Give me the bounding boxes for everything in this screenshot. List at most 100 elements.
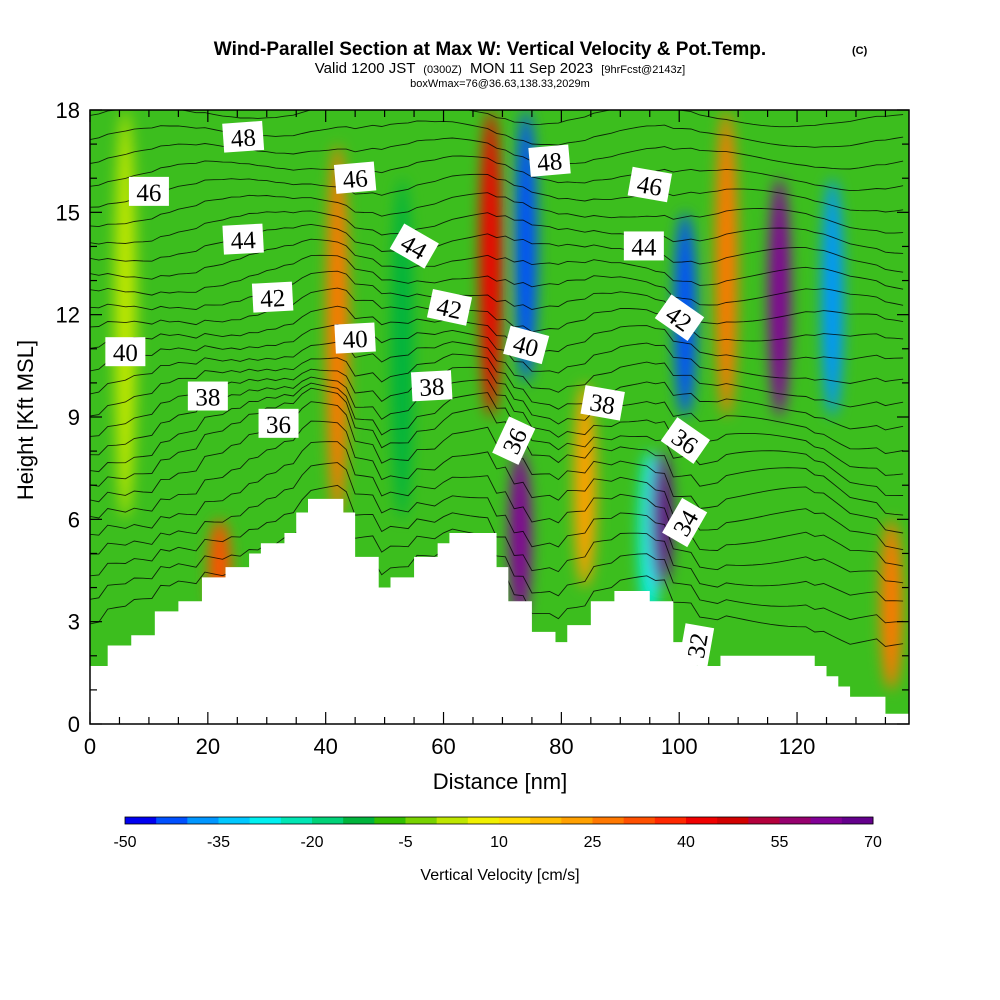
x-tick-label-20: 20 bbox=[196, 734, 220, 759]
colorbar-swatch-8 bbox=[374, 817, 406, 824]
colorbar-tick-25: 25 bbox=[584, 834, 602, 851]
chart-subtitle-box: boxWmax=76@36.63,138.33,2029m bbox=[410, 78, 590, 90]
colorbar-swatch-3 bbox=[218, 817, 251, 824]
svg-text:46: 46 bbox=[342, 165, 369, 194]
svg-text:42: 42 bbox=[260, 285, 286, 313]
contour-label-46: 46 bbox=[128, 176, 169, 207]
colorbar-tick-10: 10 bbox=[490, 834, 508, 851]
svg-text:38: 38 bbox=[419, 374, 445, 402]
theta-contour-13 bbox=[90, 324, 904, 384]
contour-label-38: 38 bbox=[580, 385, 625, 421]
contour-label-48: 48 bbox=[528, 144, 571, 177]
svg-text:38: 38 bbox=[195, 385, 220, 412]
colorbar-swatch-2 bbox=[187, 817, 219, 824]
theta-contour-17 bbox=[90, 254, 904, 306]
colorbar-tick--20: -20 bbox=[300, 834, 323, 851]
colorbar-swatch-16 bbox=[623, 817, 656, 824]
svg-text:40: 40 bbox=[113, 340, 138, 367]
theta-contour-26 bbox=[90, 110, 904, 128]
contour-label-44: 44 bbox=[222, 223, 264, 255]
svg-text:44: 44 bbox=[631, 234, 657, 261]
contour-label-40: 40 bbox=[105, 337, 146, 367]
theta-contour-14 bbox=[90, 305, 904, 361]
y-tick-label-9: 9 bbox=[68, 405, 80, 430]
w-feature-12 bbox=[768, 178, 791, 417]
chart-title: Wind-Parallel Section at Max W: Vertical… bbox=[214, 39, 766, 60]
contour-label-40: 40 bbox=[334, 322, 376, 354]
theta-contour-2 bbox=[90, 484, 904, 602]
potential-temperature-contours bbox=[90, 110, 904, 647]
contour-label-46: 46 bbox=[627, 166, 673, 203]
colorbar-swatch-14 bbox=[561, 817, 593, 824]
svg-text:44: 44 bbox=[230, 227, 257, 255]
colorbar-tick-70: 70 bbox=[864, 834, 882, 851]
colorbar-swatch-23 bbox=[841, 817, 874, 824]
subtitle-valid: Valid 1200 JST bbox=[315, 60, 415, 77]
colorbar-tick--5: -5 bbox=[398, 834, 412, 851]
w-feature-6 bbox=[509, 451, 532, 622]
x-tick-label-40: 40 bbox=[313, 734, 337, 759]
contour-label-40: 40 bbox=[503, 325, 550, 365]
subtitle-utc: (0300Z) bbox=[423, 64, 462, 76]
theta-contour-3 bbox=[90, 462, 904, 584]
w-feature-3 bbox=[391, 178, 414, 520]
colorbar: -50 -35 -20 -5 10 25 40 55 70 bbox=[113, 816, 882, 851]
colorbar-swatch-17 bbox=[654, 817, 687, 824]
theta-contour-20 bbox=[90, 210, 904, 254]
y-tick-label-6: 6 bbox=[68, 507, 80, 532]
theta-contour-15 bbox=[90, 287, 904, 342]
w-feature-5 bbox=[515, 110, 538, 383]
colorbar-swatch-18 bbox=[686, 817, 718, 824]
w-feature-9 bbox=[650, 451, 673, 588]
theta-contour-5 bbox=[90, 420, 904, 551]
x-tick-label-120: 120 bbox=[779, 734, 816, 759]
x-axis-label: Distance [nm] bbox=[433, 769, 568, 794]
contour-label-44: 44 bbox=[623, 231, 664, 261]
colorbar-swatch-5 bbox=[280, 817, 313, 824]
svg-text:38: 38 bbox=[588, 389, 617, 420]
svg-text:46: 46 bbox=[635, 171, 664, 202]
contour-label-38: 38 bbox=[187, 381, 228, 412]
colorbar-tick--50: -50 bbox=[113, 834, 136, 851]
colorbar-swatch-12 bbox=[499, 817, 531, 824]
theta-contour-12 bbox=[90, 341, 904, 408]
y-tick-label-15: 15 bbox=[56, 200, 80, 225]
contour-label-32: 32 bbox=[678, 623, 715, 668]
colorbar-label: Vertical Velocity [cm/s] bbox=[420, 867, 579, 884]
svg-text:42: 42 bbox=[434, 294, 464, 326]
w-feature-4 bbox=[479, 110, 502, 417]
y-tick-label-0: 0 bbox=[68, 712, 80, 737]
contour-label-48: 48 bbox=[222, 120, 265, 153]
colorbar-swatch-4 bbox=[249, 817, 282, 824]
contour-label-36: 36 bbox=[258, 408, 299, 439]
theta-contour-21 bbox=[90, 192, 904, 234]
colorbar-swatch-21 bbox=[779, 817, 812, 824]
svg-text:36: 36 bbox=[266, 412, 291, 439]
x-axis: 0 20 40 60 80 100 120 bbox=[84, 110, 887, 759]
subtitle-date: MON 11 Sep 2023 bbox=[470, 60, 593, 77]
w-feature-0 bbox=[114, 110, 137, 520]
svg-text:32: 32 bbox=[683, 631, 714, 660]
theta-contour-18 bbox=[90, 238, 904, 290]
y-tick-label-12: 12 bbox=[56, 303, 80, 328]
x-tick-label-80: 80 bbox=[549, 734, 573, 759]
theta-contour-22 bbox=[90, 173, 904, 213]
colorbar-swatch-15 bbox=[592, 817, 625, 824]
subtitle-fcst: [9hrFcst@2143z] bbox=[601, 64, 685, 76]
contour-label-38: 38 bbox=[410, 370, 453, 402]
theta-contour-11 bbox=[90, 353, 904, 431]
colorbar-swatch-1 bbox=[156, 817, 188, 824]
theta-contour-1 bbox=[90, 509, 904, 624]
x-tick-label-100: 100 bbox=[661, 734, 698, 759]
contour-label-42: 42 bbox=[251, 281, 294, 313]
colorbar-swatch-11 bbox=[467, 817, 500, 824]
y-axis-label: Height [Kft MSL] bbox=[13, 340, 38, 500]
colorbar-tick--35: -35 bbox=[207, 834, 230, 851]
svg-text:46: 46 bbox=[136, 180, 161, 207]
contour-label-46: 46 bbox=[333, 161, 377, 194]
y-tick-label-3: 3 bbox=[68, 610, 80, 635]
